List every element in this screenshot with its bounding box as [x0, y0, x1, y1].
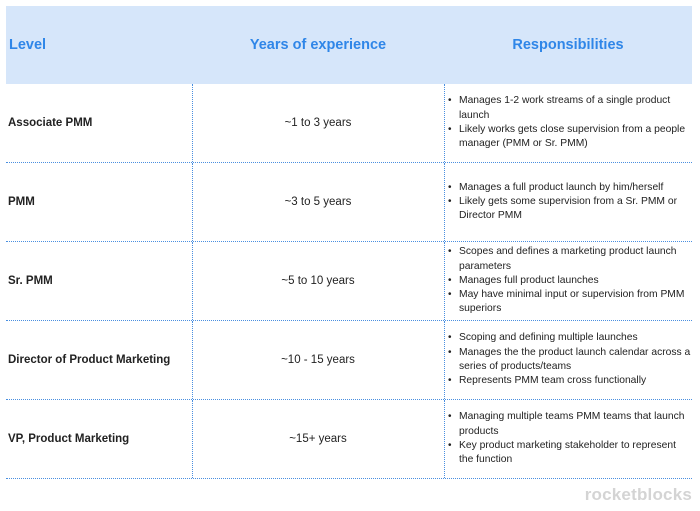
responsibilities-list: Manages a full product launch by him/her… — [447, 181, 692, 224]
list-item: Scoping and defining multiple launches — [447, 331, 692, 346]
responsibilities-cell: Scopes and defines a marketing product l… — [447, 242, 692, 320]
header-level: Level — [9, 37, 47, 53]
level-cell: Director of Product Marketing — [8, 354, 171, 366]
list-item: Manages a full product launch by him/her… — [447, 181, 692, 196]
list-item: Manages full product launches — [447, 274, 692, 289]
level-cell: PMM — [8, 196, 35, 208]
responsibilities-cell: Manages 1-2 work streams of a single pro… — [447, 84, 692, 162]
list-item: Manages the the product launch calendar … — [447, 346, 692, 375]
list-item: Represents PMM team cross functionally — [447, 374, 692, 389]
level-cell: VP, Product Marketing — [8, 433, 130, 445]
list-item: Managing multiple teams PMM teams that l… — [447, 410, 692, 439]
list-item: Scopes and defines a marketing product l… — [447, 245, 692, 274]
header-years-of-experience: Years of experience — [249, 37, 387, 53]
list-item: May have minimal input or supervision fr… — [447, 288, 692, 317]
years-cell: ~3 to 5 years — [284, 196, 352, 208]
table-row: VP, Product Marketing ~15+ years Managin… — [6, 400, 692, 479]
years-cell: ~15+ years — [289, 433, 347, 445]
level-cell: Sr. PMM — [8, 275, 53, 287]
table-row: PMM ~3 to 5 years Manages a full product… — [6, 163, 692, 242]
column-divider — [444, 321, 445, 399]
column-divider — [192, 163, 193, 241]
years-cell: ~1 to 3 years — [284, 117, 352, 129]
list-item: Manages 1-2 work streams of a single pro… — [447, 94, 692, 123]
responsibilities-list: Managing multiple teams PMM teams that l… — [447, 410, 692, 467]
list-item: Likely works gets close supervision from… — [447, 123, 692, 152]
level-cell: Associate PMM — [8, 117, 93, 129]
responsibilities-cell: Managing multiple teams PMM teams that l… — [447, 400, 692, 478]
table-row: Director of Product Marketing ~10 - 15 y… — [6, 321, 692, 400]
years-cell: ~10 - 15 years — [281, 354, 355, 366]
table-row: Associate PMM ~1 to 3 years Manages 1-2 … — [6, 84, 692, 163]
column-divider — [444, 163, 445, 241]
responsibilities-cell: Scoping and defining multiple launches M… — [447, 321, 692, 399]
list-item: Key product marketing stakeholder to rep… — [447, 439, 692, 468]
rocketblocks-logo: rocketblocks — [584, 485, 692, 504]
responsibilities-list: Scopes and defines a marketing product l… — [447, 245, 692, 316]
pmm-levels-table: Level Years of experience Responsibiliti… — [6, 6, 692, 479]
column-divider — [192, 242, 193, 320]
header-responsibilities: Responsibilities — [512, 37, 624, 53]
years-cell: ~5 to 10 years — [281, 275, 355, 287]
responsibilities-list: Manages 1-2 work streams of a single pro… — [447, 94, 692, 151]
column-divider — [444, 84, 445, 162]
column-divider — [192, 84, 193, 162]
table-row: Sr. PMM ~5 to 10 years Scopes and define… — [6, 242, 692, 321]
responsibilities-list: Scoping and defining multiple launches M… — [447, 331, 692, 388]
column-divider — [192, 321, 193, 399]
table-header: Level Years of experience Responsibiliti… — [6, 6, 692, 84]
list-item: Likely gets some supervision from a Sr. … — [447, 195, 692, 224]
responsibilities-cell: Manages a full product launch by him/her… — [447, 163, 692, 241]
column-divider — [444, 242, 445, 320]
column-divider — [192, 400, 193, 478]
column-divider — [444, 400, 445, 478]
